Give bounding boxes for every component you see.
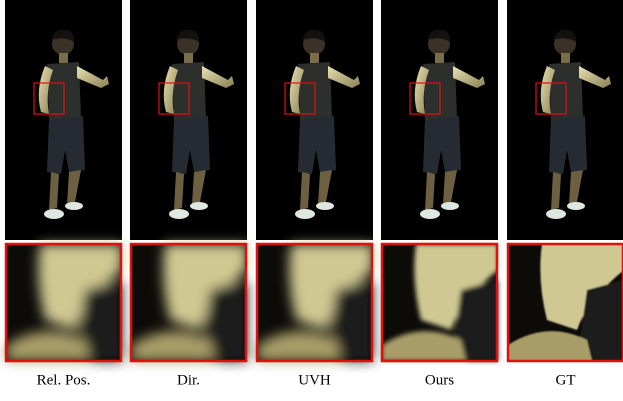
column: Rel. Pos. <box>5 0 122 388</box>
zoom-crop <box>508 244 623 361</box>
neck <box>435 53 444 63</box>
figure: Rel. Pos. Dir. <box>0 0 623 396</box>
zoom-crop <box>6 244 122 361</box>
shoe <box>316 202 334 210</box>
neck <box>561 53 570 63</box>
shoe <box>441 202 459 210</box>
shoe <box>44 209 64 219</box>
shoe <box>169 209 189 219</box>
caption: Ours <box>425 372 454 388</box>
neck <box>59 53 68 63</box>
column: Dir. <box>130 0 247 388</box>
caption: Dir. <box>177 372 200 388</box>
neck <box>184 53 193 63</box>
column: GT <box>507 0 623 388</box>
caption: Rel. Pos. <box>37 372 91 388</box>
shoe <box>420 209 440 219</box>
shoe <box>190 202 208 210</box>
shoe <box>567 202 585 210</box>
zoom-crop <box>257 244 373 361</box>
zoom-crop <box>382 244 498 361</box>
shoe <box>295 209 315 219</box>
caption: UVH <box>298 372 331 388</box>
column: UVH <box>256 0 373 388</box>
page: Rel. Pos. Dir. <box>0 0 623 396</box>
shoe <box>546 209 566 219</box>
shoe <box>65 202 83 210</box>
column: Ours <box>381 0 498 388</box>
zoom-crop <box>131 244 247 361</box>
neck <box>310 53 319 63</box>
caption: GT <box>556 372 576 388</box>
